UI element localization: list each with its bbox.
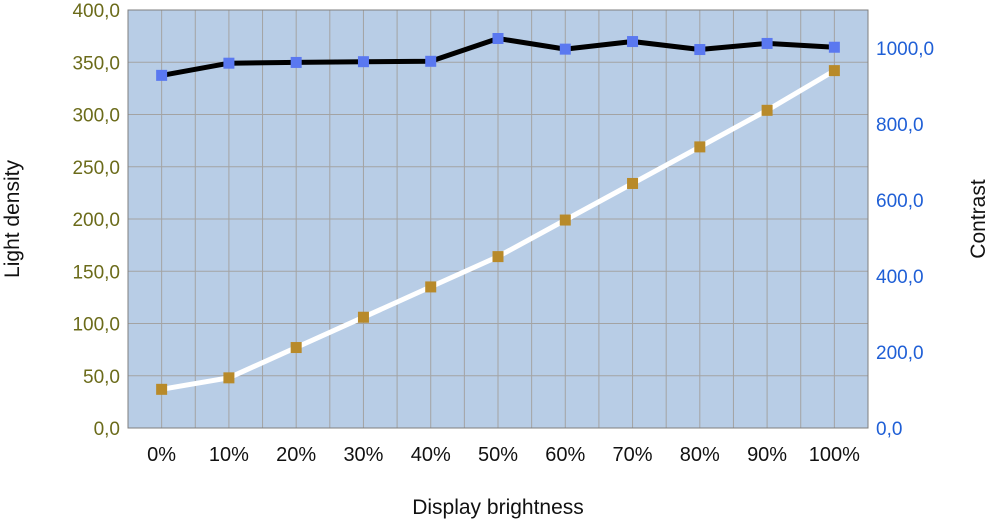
x-axis-title: Display brightness xyxy=(412,496,584,519)
data-point-left xyxy=(156,383,168,395)
series-layer xyxy=(156,33,840,395)
data-point-left xyxy=(828,65,840,77)
data-point-right xyxy=(357,56,369,68)
left-axis-ticks: 0,0 50,0 100,0 150,0 200,0 250,0 300,0 350,0 400… xyxy=(72,1,120,440)
right-tick-label: 0,0 xyxy=(876,419,902,440)
x-tick-label: 90% xyxy=(747,444,787,466)
data-point-left xyxy=(492,251,504,263)
x-tick-label: 20% xyxy=(276,444,316,466)
x-tick-label: 50% xyxy=(478,444,518,466)
x-tick-label: 100% xyxy=(809,444,860,466)
data-point-right xyxy=(223,57,235,69)
left-axis-title: Light density xyxy=(1,160,24,278)
x-tick-label: 40% xyxy=(411,444,451,466)
left-tick-label: 350,0 xyxy=(72,53,120,74)
data-point-left xyxy=(290,342,302,354)
data-point-right xyxy=(425,55,437,67)
data-point-right xyxy=(694,44,706,56)
left-tick-label: 150,0 xyxy=(72,262,120,283)
x-tick-label: 30% xyxy=(343,444,383,466)
data-point-right xyxy=(492,33,504,44)
data-point-right xyxy=(761,37,773,49)
x-tick-label: 60% xyxy=(545,444,585,466)
left-tick-label: 50,0 xyxy=(83,367,120,388)
right-axis-title: Contrast xyxy=(967,179,990,259)
x-tick-label: 10% xyxy=(209,444,249,466)
left-tick-label: 100,0 xyxy=(72,315,120,336)
right-axis-ticks: 0,0 200,0 400,0 600,0 800,0 1000,0 xyxy=(876,39,934,440)
x-tick-label: 0% xyxy=(147,444,176,466)
right-tick-label: 600,0 xyxy=(876,191,924,212)
data-point-left xyxy=(627,177,639,189)
plot-frame xyxy=(127,9,869,429)
left-tick-label: 200,0 xyxy=(72,210,120,231)
data-point-right xyxy=(559,43,571,55)
left-tick-label: 0,0 xyxy=(94,419,120,440)
right-tick-label: 400,0 xyxy=(876,267,924,288)
data-point-right xyxy=(156,69,168,81)
data-point-left xyxy=(357,311,369,323)
left-tick-label: 400,0 xyxy=(72,1,120,22)
right-tick-label: 800,0 xyxy=(876,115,924,136)
x-tick-label: 70% xyxy=(613,444,653,466)
data-point-left xyxy=(694,141,706,153)
data-point-right xyxy=(290,56,302,68)
data-point-right xyxy=(627,36,639,48)
data-point-left xyxy=(223,372,235,384)
right-tick-label: 1000,0 xyxy=(876,39,934,60)
left-tick-label: 250,0 xyxy=(72,158,120,179)
x-tick-label: 80% xyxy=(680,444,720,466)
x-axis-ticks: 0% 10% 20% 30% 40% 50% 60% 70% 80% 90% 100% xyxy=(147,444,860,466)
data-point-right xyxy=(828,41,840,53)
right-tick-label: 200,0 xyxy=(876,343,924,364)
data-point-left xyxy=(559,214,571,226)
data-point-left xyxy=(425,281,437,293)
left-tick-label: 300,0 xyxy=(72,106,120,127)
data-point-left xyxy=(761,104,773,116)
